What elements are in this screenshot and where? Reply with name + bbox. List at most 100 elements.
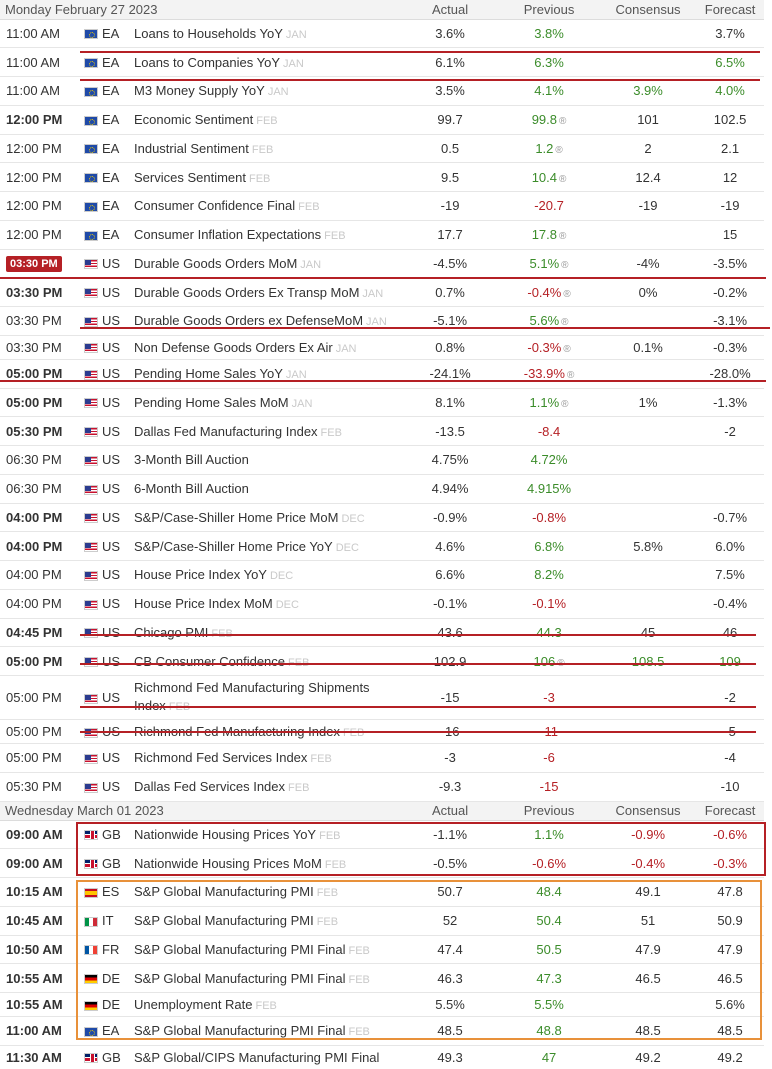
event-name-cell[interactable]: Nationwide Housing Prices YoY FEB (134, 820, 403, 850)
event-name-link[interactable]: Industrial Sentiment (134, 140, 249, 156)
event-name-link[interactable]: S&P Global Manufacturing PMI Final (134, 941, 346, 957)
event-row[interactable]: 05:30 PM US Dallas Fed Manufacturing Index… (0, 416, 765, 446)
event-name-link[interactable]: Economic Sentiment (134, 112, 254, 128)
event-row[interactable]: 04:00 PM US S&P/Case-Shiller Home Price Mo… (0, 503, 765, 533)
event-name-link[interactable]: 6-Month Bill Auction (134, 481, 249, 497)
event-row[interactable]: 05:00 PM US Pending Home Sales YoY JAN -24.1… (0, 359, 765, 389)
column-header-actual[interactable]: Actual (402, 0, 499, 20)
event-name-link[interactable]: Consumer Inflation Expectations (134, 227, 322, 243)
event-name-link[interactable]: Richmond Fed Manufacturing Shipments Ind… (134, 680, 370, 713)
event-row[interactable]: 12:00 PM EA Services Sentiment FEB 9.5 10.4 ® 1… (0, 162, 765, 192)
event-name-cell[interactable]: 6-Month Bill Auction (134, 474, 403, 504)
event-row[interactable]: 04:00 PM US House Price Index MoM DEC -0.1% -… (0, 589, 765, 619)
event-row[interactable]: 11:00 AM EA M3 Money Supply YoY JAN 3.5% 4.1%… (0, 76, 765, 106)
column-header-forecast[interactable]: Forecast (696, 0, 765, 20)
event-name-cell[interactable]: Dallas Fed Services Index FEB (134, 772, 403, 802)
event-name-link[interactable]: Chicago PMI (134, 624, 209, 640)
event-name-link[interactable]: Non Defense Goods Orders Ex Air (134, 339, 333, 355)
event-name-link[interactable]: Durable Goods Orders ex DefenseMoM (134, 313, 364, 329)
event-row[interactable]: 03:30 PM US Durable Goods Orders MoM JAN -4.… (0, 249, 765, 279)
event-row[interactable]: 04:00 PM US House Price Index YoY DEC 6.6% 8.… (0, 560, 765, 590)
event-name-cell[interactable]: S&P Global Manufacturing PMI FEB (134, 906, 403, 936)
event-name-cell[interactable]: Services Sentiment FEB (134, 162, 403, 192)
event-name-cell[interactable]: 3-Month Bill Auction (134, 445, 403, 475)
event-name-cell[interactable]: Pending Home Sales YoY JAN (134, 359, 403, 389)
column-header-consensus[interactable]: Consensus (600, 0, 697, 20)
event-row[interactable]: 05:00 PM US Pending Home Sales MoM JAN 8.1% 1… (0, 388, 765, 418)
event-name-cell[interactable]: S&P Global Manufacturing PMI Final FEB (134, 935, 403, 965)
event-name-link[interactable]: Dallas Fed Services Index (134, 779, 286, 795)
event-row[interactable]: 05:00 PM US Richmond Fed Services Index FEB… (0, 743, 765, 773)
event-row[interactable]: 11:00 AM EA S&P Global Manufacturing PMI F… (0, 1016, 765, 1046)
event-row[interactable]: 03:30 PM US Durable Goods Orders Ex Transp… (0, 277, 765, 307)
event-name-cell[interactable]: Consumer Inflation Expectations FEB (134, 220, 403, 250)
event-name-link[interactable]: Services Sentiment (134, 169, 246, 185)
event-row[interactable]: 11:30 AM GB S&P Global/CIPS Manufacturing … (0, 1045, 765, 1069)
event-row[interactable]: 12:00 PM EA Consumer Confidence Final FEB -1… (0, 191, 765, 221)
event-name-cell[interactable]: Economic Sentiment FEB (134, 105, 403, 135)
event-name-cell[interactable]: S&P/Case-Shiller Home Price YoY DEC (134, 531, 403, 561)
event-name-cell[interactable]: Industrial Sentiment FEB (134, 134, 403, 164)
event-row[interactable]: 06:30 PM US 3-Month Bill Auction 4.75% 4.72% (0, 445, 765, 475)
event-name-link[interactable]: S&P Global Manufacturing PMI Final (134, 970, 346, 986)
event-name-link[interactable]: CB Consumer Confidence (134, 653, 286, 669)
event-row[interactable]: 10:55 AM DE Unemployment Rate FEB 5.5% 5.5% 5.… (0, 992, 765, 1017)
event-row[interactable]: 10:15 AM ES S&P Global Manufacturing PMI FE… (0, 877, 765, 907)
event-name-cell[interactable]: Unemployment Rate FEB (134, 992, 403, 1017)
event-name-link[interactable]: S&P/Case-Shiller Home Price YoY (134, 538, 333, 554)
event-name-cell[interactable]: Consumer Confidence Final FEB (134, 191, 403, 221)
column-header-actual[interactable]: Actual (402, 801, 499, 821)
event-name-cell[interactable]: Pending Home Sales MoM JAN (134, 388, 403, 418)
event-name-link[interactable]: House Price Index YoY (134, 567, 267, 583)
event-name-link[interactable]: S&P/Case-Shiller Home Price MoM (134, 509, 339, 525)
event-name-link[interactable]: Consumer Confidence Final (134, 198, 296, 214)
event-row[interactable]: 05:30 PM US Dallas Fed Services Index FEB -9… (0, 772, 765, 802)
event-name-cell[interactable]: House Price Index YoY DEC (134, 560, 403, 590)
event-row[interactable]: 11:00 AM EA Loans to Households YoY JAN 3.6%… (0, 19, 765, 49)
column-header-consensus[interactable]: Consensus (600, 801, 697, 821)
event-row[interactable]: 09:00 AM GB Nationwide Housing Prices YoY F… (0, 820, 765, 850)
event-name-cell[interactable]: Durable Goods Orders Ex Transp MoM JAN (134, 277, 403, 307)
event-name-link[interactable]: M3 Money Supply YoY (134, 83, 265, 99)
event-name-link[interactable]: Unemployment Rate (134, 997, 253, 1012)
event-name-cell[interactable]: S&P Global Manufacturing PMI Final FEB (134, 963, 403, 993)
event-name-cell[interactable]: Dallas Fed Manufacturing Index FEB (134, 416, 403, 446)
event-name-link[interactable]: Durable Goods Orders Ex Transp MoM (134, 284, 360, 300)
event-name-link[interactable]: 3-Month Bill Auction (134, 452, 249, 468)
event-name-cell[interactable]: Loans to Households YoY JAN (134, 19, 403, 49)
event-row[interactable]: 10:55 AM DE S&P Global Manufacturing PMI F… (0, 963, 765, 993)
event-row[interactable]: 12:00 PM EA Consumer Inflation Expectation… (0, 220, 765, 250)
column-header-previous[interactable]: Previous (498, 801, 601, 821)
event-row[interactable]: 10:45 AM IT S&P Global Manufacturing PMI FE… (0, 906, 765, 936)
event-name-cell[interactable]: Richmond Fed Manufacturing Shipments Ind… (134, 675, 403, 720)
event-name-link[interactable]: House Price Index MoM (134, 596, 273, 612)
event-name-link[interactable]: Pending Home Sales YoY (134, 366, 283, 382)
event-row[interactable]: 03:30 PM US Durable Goods Orders ex Defens… (0, 306, 765, 336)
event-row[interactable]: 12:00 PM EA Economic Sentiment FEB 99.7 99.8 ®… (0, 105, 765, 135)
event-row[interactable]: 10:50 AM FR S&P Global Manufacturing PMI F… (0, 935, 765, 965)
event-name-cell[interactable]: Durable Goods Orders ex DefenseMoM JAN (134, 306, 403, 336)
event-name-cell[interactable]: House Price Index MoM DEC (134, 589, 403, 619)
event-name-cell[interactable]: S&P Global Manufacturing PMI FEB (134, 877, 403, 907)
event-row[interactable]: 03:30 PM US Non Defense Goods Orders Ex Ai… (0, 335, 765, 360)
event-name-link[interactable]: Nationwide Housing Prices YoY (134, 826, 317, 842)
event-name-link[interactable]: Pending Home Sales MoM (134, 394, 289, 410)
event-name-link[interactable]: S&P Global/CIPS Manufacturing PMI Final (134, 1049, 380, 1065)
event-row[interactable]: 09:00 AM GB Nationwide Housing Prices MoM F… (0, 848, 765, 878)
event-name-cell[interactable]: S&P/Case-Shiller Home Price MoM DEC (134, 503, 403, 533)
event-name-cell[interactable]: Non Defense Goods Orders Ex Air JAN (134, 335, 403, 360)
event-name-cell[interactable]: Nationwide Housing Prices MoM FEB (134, 848, 403, 878)
event-row[interactable]: 04:00 PM US S&P/Case-Shiller Home Price Yo… (0, 531, 765, 561)
event-name-link[interactable]: Loans to Companies YoY (134, 54, 280, 70)
event-row[interactable]: 12:00 PM EA Industrial Sentiment FEB 0.5 1.2 ®… (0, 134, 765, 164)
event-name-link[interactable]: Richmond Fed Services Index (134, 750, 308, 766)
event-name-link[interactable]: Durable Goods Orders MoM (134, 255, 298, 271)
event-name-cell[interactable]: S&P Global Manufacturing PMI Final FEB (134, 1016, 403, 1046)
column-header-forecast[interactable]: Forecast (696, 801, 765, 821)
event-name-cell[interactable]: Durable Goods Orders MoM JAN (134, 249, 403, 279)
event-name-link[interactable]: Nationwide Housing Prices MoM (134, 855, 322, 871)
event-name-cell[interactable]: M3 Money Supply YoY JAN (134, 76, 403, 106)
